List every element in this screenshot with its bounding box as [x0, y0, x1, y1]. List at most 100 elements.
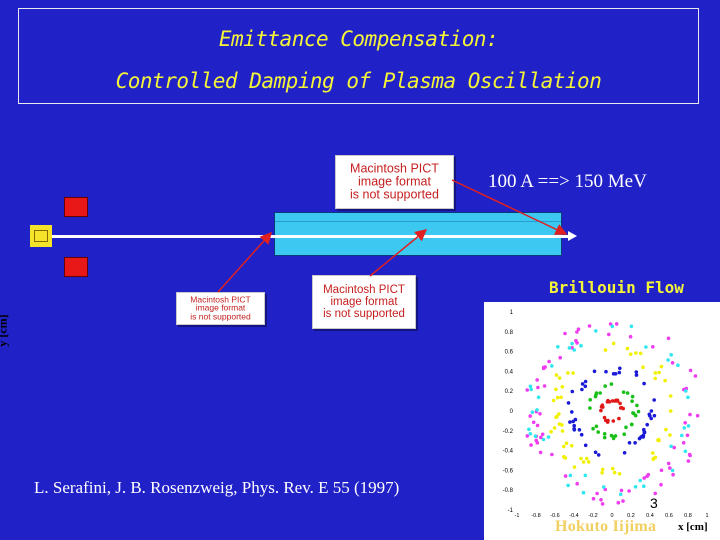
particle-point	[681, 441, 686, 445]
particle-point	[558, 355, 562, 360]
particle-point	[615, 399, 620, 403]
particle-point	[569, 443, 574, 448]
particle-point	[685, 433, 690, 438]
particle-point	[636, 409, 641, 414]
particle-point	[651, 345, 655, 349]
particle-point	[556, 345, 560, 349]
y-tick-label: 0	[510, 409, 514, 415]
particle-point	[579, 432, 584, 437]
particle-point	[528, 384, 533, 389]
y-axis-label: y [cm]	[0, 314, 10, 346]
reference-citation: L. Serafini, J. B. Rosenzweig, Phys. Rev…	[34, 478, 400, 497]
particle-point	[611, 341, 616, 346]
particle-point	[649, 416, 653, 421]
particle-point	[596, 430, 600, 434]
pict-placeholder-top: Macintosh PICT image format is not suppo…	[335, 155, 454, 209]
particle-point	[560, 429, 565, 433]
particle-point	[529, 387, 533, 392]
particle-point	[630, 422, 634, 427]
particle-point	[563, 474, 568, 478]
particle-point	[646, 472, 651, 477]
particle-point	[525, 434, 530, 438]
particle-point	[659, 364, 664, 369]
y-tick-label: -0.2	[503, 429, 514, 435]
x-tick-label: -0.6	[550, 513, 559, 519]
beam-parameters-label: 100 A ==> 150 MeV	[488, 171, 647, 192]
particle-point	[604, 418, 608, 423]
particle-point	[591, 426, 595, 431]
particle-point	[653, 371, 658, 375]
particle-point	[625, 391, 630, 395]
x-tick-label: -1	[515, 513, 520, 519]
particle-point	[621, 390, 626, 394]
y-tick-label: 0.8	[505, 330, 514, 336]
y-tick-label: 0.6	[505, 350, 514, 356]
particle-point	[695, 413, 700, 418]
particle-point	[562, 444, 566, 449]
particle-point	[652, 413, 657, 418]
particle-point	[627, 489, 631, 493]
particle-point	[559, 395, 563, 400]
particle-point	[683, 449, 688, 454]
particle-point	[599, 408, 603, 413]
particle-point	[668, 394, 673, 398]
particle-point	[603, 384, 607, 388]
particle-point	[631, 411, 635, 415]
particle-point	[588, 406, 592, 410]
particle-point	[634, 351, 638, 355]
particle-point	[642, 430, 647, 435]
particle-point	[557, 376, 562, 380]
particle-point	[625, 346, 630, 351]
particle-point	[659, 468, 664, 473]
particle-point	[600, 502, 605, 506]
particle-point	[610, 324, 615, 329]
particle-point	[593, 394, 598, 399]
particle-point	[653, 376, 657, 381]
particle-point	[609, 382, 614, 386]
particle-point	[541, 437, 546, 442]
particle-point	[600, 471, 604, 475]
pict-text-line: image format	[358, 174, 431, 189]
particle-point	[641, 434, 646, 438]
pict-text-line: image format	[195, 303, 246, 314]
particle-point	[557, 412, 561, 416]
particle-point	[602, 415, 607, 420]
particle-point	[539, 435, 543, 440]
y-tick-label: -0.6	[503, 468, 514, 474]
particle-point	[549, 429, 553, 434]
particle-point	[602, 432, 607, 436]
x-tick-label: -0.8	[531, 513, 540, 519]
particle-point	[580, 387, 584, 392]
particle-point	[622, 432, 626, 436]
particle-point	[583, 379, 588, 384]
particle-point	[570, 410, 574, 414]
particle-point	[633, 485, 638, 489]
particle-point	[651, 451, 655, 455]
particle-point	[642, 381, 646, 386]
particle-point	[593, 450, 598, 455]
particle-point	[670, 468, 675, 473]
particle-point	[669, 444, 673, 449]
particle-point	[540, 432, 545, 437]
particle-point	[652, 398, 656, 402]
particle-point	[634, 373, 639, 377]
particle-point	[629, 324, 634, 329]
y-tick-label: -1	[508, 508, 514, 514]
particle-point	[583, 443, 588, 448]
particle-point	[572, 428, 577, 432]
particle-point	[604, 369, 608, 374]
particle-point	[676, 363, 680, 367]
particle-point	[693, 374, 698, 378]
pict-text-line: Macintosh PICT	[190, 294, 251, 305]
particle-point	[618, 492, 623, 497]
accelerator-inner-line	[275, 221, 561, 222]
particle-point	[628, 352, 633, 356]
particle-point	[644, 345, 648, 349]
particle-point	[535, 408, 539, 412]
particle-point	[572, 423, 576, 428]
particle-point	[566, 483, 570, 488]
particle-point	[616, 500, 621, 505]
particle-point	[686, 395, 690, 400]
particle-point	[551, 398, 556, 403]
particle-point	[575, 330, 579, 334]
